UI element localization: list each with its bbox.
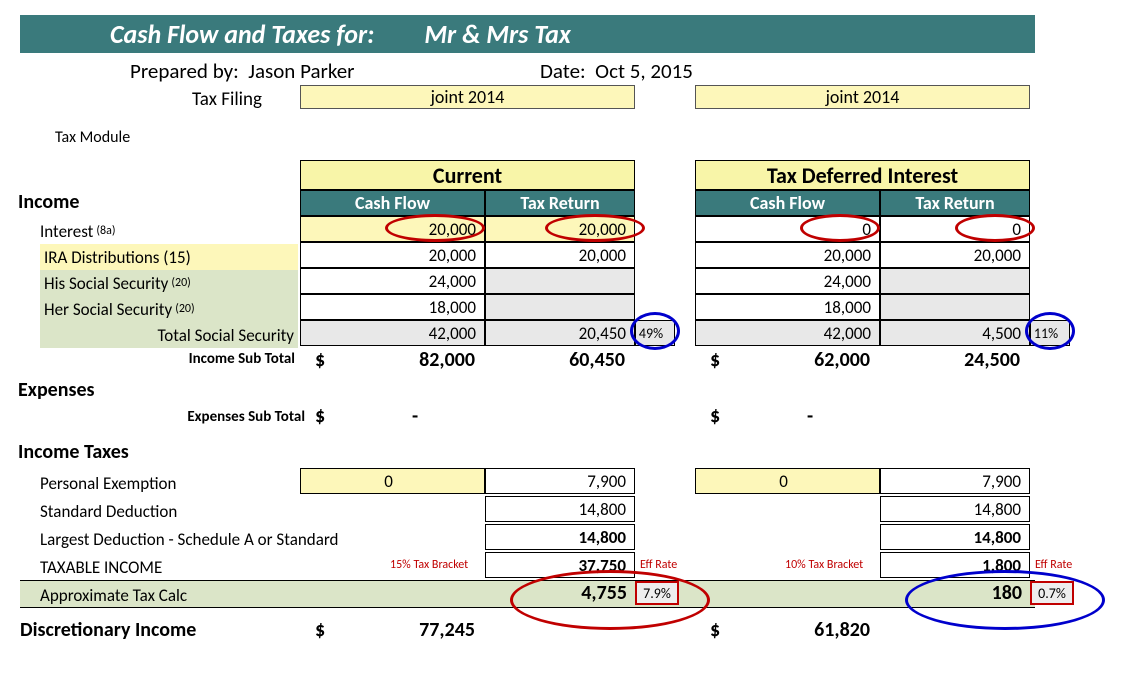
dollar-4: $ — [710, 404, 720, 428]
col-cashflow-1: Cash Flow — [300, 190, 485, 216]
income-sub-cf-1: 82,000 — [350, 348, 475, 372]
dollar-2: $ — [710, 348, 720, 372]
income-taxes-heading: Income Taxes — [18, 440, 129, 464]
date: Date: Oct 5, 2015 — [540, 58, 693, 84]
pe-left-2[interactable]: 0 — [695, 468, 880, 494]
interest-text: Interest — [40, 221, 93, 242]
pe-right-2: 7,900 — [880, 468, 1030, 494]
dollar-6: $ — [710, 618, 720, 642]
tax-module-label: Tax Module — [55, 128, 130, 147]
row-approx-label: Approximate Tax Calc — [40, 582, 187, 608]
eff-rate-lbl-1: Eff Rate — [640, 558, 677, 572]
interest-cf-1[interactable]: 20,000 — [300, 216, 485, 242]
totalss-tr-2: 4,500 — [880, 320, 1030, 346]
income-sub-cf-2: 62,000 — [745, 348, 870, 372]
section-current: Current — [300, 160, 635, 190]
totalss-cf-1: 42,000 — [300, 320, 485, 346]
hisss-tr-1 — [485, 268, 635, 294]
herss-cf-1: 18,000 — [300, 294, 485, 320]
expenses-sub-1: - — [380, 404, 450, 428]
row-ira-label: IRA Distributions (15) — [40, 244, 298, 270]
prepared-by: Prepared by: Jason Parker — [130, 58, 355, 84]
hisss-tr-2 — [880, 268, 1030, 294]
tax-filing-right[interactable]: joint 2014 — [695, 85, 1030, 109]
interest-tr-2: 0 — [880, 216, 1030, 242]
pe-right-1: 7,900 — [485, 468, 635, 494]
effrate-1: 7.9% — [635, 581, 679, 605]
ira-cf-2: 20,000 — [695, 242, 880, 268]
herss-ref: (20) — [175, 302, 194, 316]
herss-tr-2 — [880, 294, 1030, 320]
income-heading: Income — [18, 190, 79, 214]
tax-worksheet: Cash Flow and Taxes for: Mr & Mrs Tax Pr… — [0, 0, 1147, 690]
largest-2: 14,800 — [880, 524, 1030, 550]
hisss-text: His Social Security — [44, 273, 168, 294]
taxable-2: 1,800 — [880, 552, 1030, 578]
effrate-2: 0.7% — [1030, 581, 1074, 605]
herss-text: Her Social Security — [44, 299, 172, 320]
tax-filing-label: Tax Filing — [192, 88, 262, 111]
dollar-5: $ — [315, 618, 325, 642]
largest-1: 14,800 — [485, 524, 635, 550]
row-taxable-label: TAXABLE INCOME — [40, 554, 162, 580]
dollar-3: $ — [315, 404, 325, 428]
tax-filing-left[interactable]: joint 2014 — [300, 85, 635, 109]
taxable-1: 37,750 — [485, 552, 635, 578]
discretionary-label: Discretionary Income — [20, 618, 196, 642]
hisss-cf-2: 24,000 — [695, 268, 880, 294]
interest-ref: (8a) — [96, 224, 115, 238]
std-1: 14,800 — [485, 496, 635, 522]
date-label: Date: — [540, 58, 586, 84]
bracket-15: 15% Tax Bracket — [390, 558, 468, 572]
interest-cf-2: 0 — [695, 216, 880, 242]
ira-tr-2: 20,000 — [880, 242, 1030, 268]
col-taxreturn-2: Tax Return — [880, 190, 1030, 216]
totalss-pct-1: 49% — [635, 320, 675, 346]
income-sub-tr-2: 24,500 — [895, 348, 1020, 372]
totalss-cf-2: 42,000 — [695, 320, 880, 346]
expenses-subtotal-label: Expenses Sub Total — [120, 408, 305, 426]
col-cashflow-2: Cash Flow — [695, 190, 880, 216]
row-totalss-label: Total Social Security — [40, 322, 298, 348]
hisss-cf-1: 24,000 — [300, 268, 485, 294]
pe-left-1[interactable]: 0 — [300, 468, 485, 494]
approx-1: 4,755 — [485, 580, 635, 606]
bracket-10: 10% Tax Bracket — [785, 558, 863, 572]
hisss-ref: (20) — [171, 276, 190, 290]
row-pe-label: Personal Exemption — [40, 470, 176, 496]
row-herss-label: Her Social Security (20) — [40, 296, 298, 322]
income-sub-tr-1: 60,450 — [500, 348, 625, 372]
ira-cf-1: 20,000 — [300, 242, 485, 268]
interest-tr-1[interactable]: 20,000 — [485, 216, 635, 242]
expenses-heading: Expenses — [18, 378, 95, 402]
section-deferred: Tax Deferred Interest — [695, 160, 1030, 190]
income-subtotal-label: Income Sub Total — [120, 350, 295, 368]
disc-2: 61,820 — [745, 618, 870, 642]
expenses-sub-2: - — [775, 404, 845, 428]
ira-tr-1: 20,000 — [485, 242, 635, 268]
dollar-1: $ — [315, 348, 325, 372]
title-prefix: Cash Flow and Taxes for: — [110, 18, 374, 50]
row-std-label: Standard Deduction — [40, 498, 177, 524]
eff-rate-lbl-2: Eff Rate — [1035, 558, 1072, 572]
title-bar: Cash Flow and Taxes for: Mr & Mrs Tax — [20, 15, 1035, 53]
row-largest-label: Largest Deduction - Schedule A or Standa… — [40, 526, 338, 552]
std-2: 14,800 — [880, 496, 1030, 522]
approx-2: 180 — [880, 580, 1030, 606]
date-value: Oct 5, 2015 — [595, 58, 693, 84]
disc-1: 77,245 — [350, 618, 475, 642]
herss-tr-1 — [485, 294, 635, 320]
totalss-pct-2: 11% — [1030, 320, 1070, 346]
col-taxreturn-1: Tax Return — [485, 190, 635, 216]
row-hisss-label: His Social Security (20) — [40, 270, 298, 296]
row-interest-label: Interest (8a) — [40, 218, 115, 244]
herss-cf-2: 18,000 — [695, 294, 880, 320]
prepared-by-value: Jason Parker — [248, 58, 354, 84]
client-name: Mr & Mrs Tax — [424, 18, 571, 50]
totalss-tr-1: 20,450 — [485, 320, 635, 346]
prepared-by-label: Prepared by: — [130, 58, 239, 84]
